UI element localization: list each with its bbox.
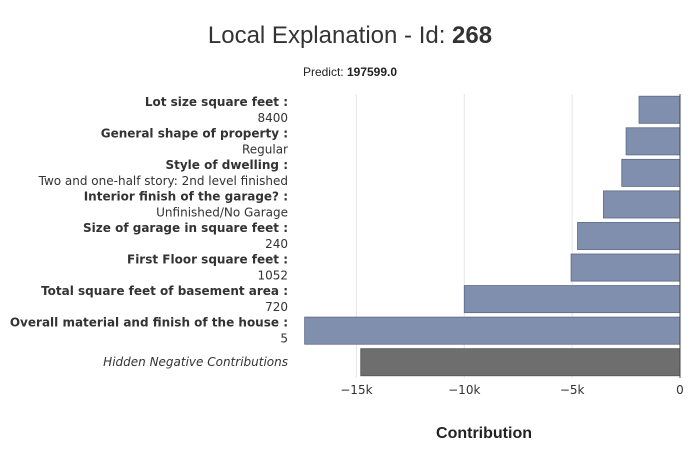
- predict-label: Predict:: [302, 65, 347, 79]
- feature-value-label: 720: [265, 300, 288, 314]
- contribution-bar: [304, 316, 681, 345]
- feature-value-label: Unfinished/No Garage: [156, 205, 288, 219]
- record-id: 268: [452, 22, 493, 49]
- feature-value-label: 240: [265, 237, 288, 251]
- contribution-bar: [570, 253, 681, 282]
- chart-title: Local Explanation - Id: 268: [0, 22, 700, 50]
- x-tick-label: 0: [676, 383, 684, 397]
- title-prefix: Local Explanation - Id:: [207, 22, 453, 49]
- feature-name-label: Style of dwelling :: [165, 158, 288, 172]
- x-tick-label: −5k: [560, 383, 585, 397]
- contribution-bar: [603, 190, 681, 219]
- hidden-contribution-bar: [360, 348, 681, 377]
- feature-value-label: 1052: [257, 269, 288, 283]
- feature-value-label: Two and one-half story: 2nd level finish…: [38, 174, 288, 188]
- feature-name-label: General shape of property :: [101, 126, 288, 140]
- contribution-bar: [621, 158, 681, 187]
- contribution-bar: [638, 95, 681, 124]
- feature-name-label: Overall material and finish of the house…: [10, 316, 288, 330]
- hidden-contributions-label: Hidden Negative Contributions: [103, 355, 288, 369]
- x-tick-label: −15k: [340, 383, 372, 397]
- predict-value: 197599.0: [346, 65, 398, 79]
- feature-name-label: Size of garage in square feet :: [83, 221, 288, 235]
- prediction-subtitle: Predict: 197599.0: [0, 65, 700, 79]
- feature-value-label: 8400: [257, 111, 288, 125]
- contribution-bar: [577, 222, 681, 250]
- feature-name-label: Lot size square feet :: [145, 95, 288, 109]
- contribution-bar: [463, 285, 681, 314]
- feature-name-label: Interior finish of the garage? :: [84, 189, 288, 203]
- contribution-bar: [625, 127, 681, 156]
- x-axis-label: Contribution: [436, 425, 532, 442]
- feature-name-label: Total square feet of basement area :: [41, 284, 288, 298]
- feature-name-label: First Floor square feet :: [127, 253, 288, 267]
- feature-value-label: Regular: [242, 142, 288, 156]
- x-tick-label: −10k: [448, 383, 480, 397]
- feature-value-label: 5: [280, 332, 288, 346]
